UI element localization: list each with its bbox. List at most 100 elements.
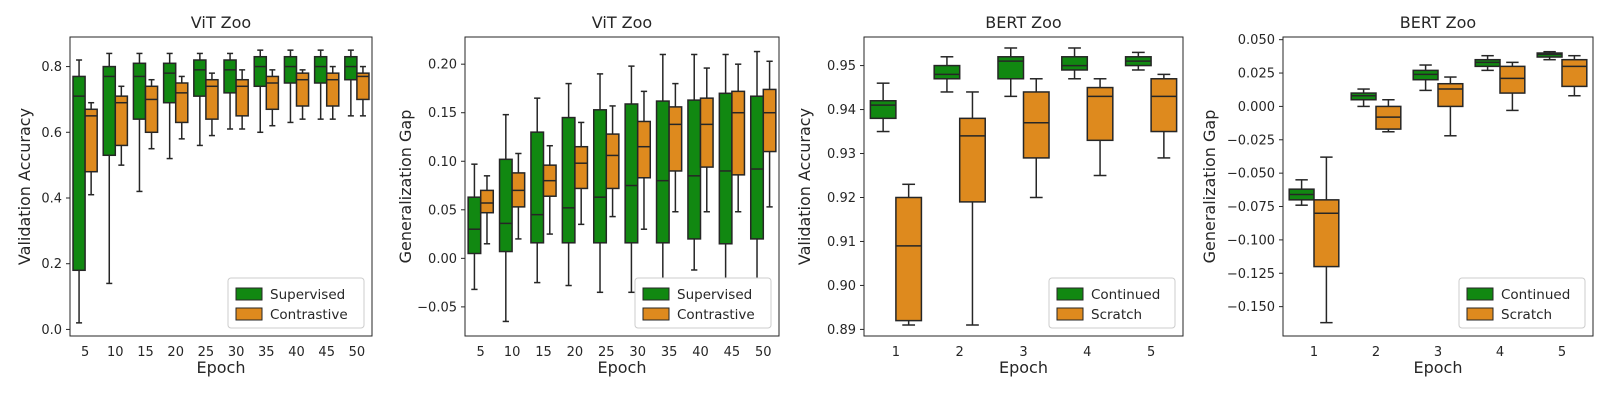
- x-tick-label: 45: [724, 345, 741, 360]
- box-contrastive-40: [699, 67, 714, 213]
- box-continued-2: [1350, 88, 1377, 108]
- box-iqr: [313, 55, 328, 84]
- box-supervised-40: [687, 53, 702, 271]
- panel-3: BERT Zoo 0.89 0.90 0.91 0.92 0.93 0.94 0.95 1 2 3 4…: [795, 13, 1184, 377]
- y-tick-label: 0.00: [428, 252, 457, 267]
- box-contrastive-50: [762, 60, 777, 208]
- box-contrastive-15: [542, 144, 557, 235]
- box-scratch-4: [1499, 61, 1526, 112]
- y-tick-label: 0.05: [428, 203, 457, 218]
- box-contrastive-25: [205, 72, 219, 137]
- panel-title: BERT Zoo: [1400, 13, 1476, 32]
- legend-swatch-continued: [1056, 287, 1084, 301]
- box-supervised-20: [162, 52, 177, 160]
- box-iqr: [84, 108, 98, 173]
- box-supervised-50: [344, 49, 358, 117]
- legend-swatch-scratch: [1466, 307, 1494, 321]
- box-iqr: [592, 109, 608, 244]
- x-tick-label: 35: [661, 345, 678, 360]
- box-contrastive-10: [511, 152, 526, 240]
- legend-label-supervised: Supervised: [270, 287, 345, 303]
- box-iqr: [193, 59, 207, 97]
- box-continued-5: [1536, 50, 1563, 61]
- box-iqr: [530, 131, 545, 244]
- box-supervised-50: [749, 50, 765, 289]
- panel-title: ViT Zoo: [191, 13, 251, 32]
- x-tick-label: 1: [892, 345, 900, 360]
- box-supervised-15: [530, 97, 545, 284]
- box-supervised-30: [223, 52, 237, 130]
- box-iqr: [1437, 82, 1464, 108]
- box-scratch-3: [1437, 76, 1464, 137]
- box-iqr: [1561, 58, 1588, 88]
- box-iqr: [958, 117, 986, 203]
- x-tick-label: 40: [692, 345, 709, 360]
- legend-label-contrastive: Contrastive: [677, 307, 755, 323]
- box-iqr: [749, 95, 765, 240]
- y-tick-label: 0.4: [41, 192, 62, 207]
- y-tick-label: −0.100: [1227, 233, 1275, 248]
- box-iqr: [102, 65, 117, 157]
- legend-label-scratch: Scratch: [1501, 307, 1552, 323]
- y-axis-label: Generalization Gap: [396, 110, 415, 264]
- box-iqr: [72, 75, 86, 272]
- x-tick-label: 2: [956, 345, 964, 360]
- box-iqr: [344, 55, 358, 81]
- legend-swatch-contrastive: [235, 307, 263, 321]
- x-tick-label: 15: [535, 345, 552, 360]
- y-tick-label: 0.050: [1238, 33, 1275, 48]
- box-continued-3: [1412, 64, 1439, 92]
- box-contrastive-35: [265, 69, 280, 127]
- plot-frame: [863, 36, 1184, 337]
- box-iqr: [114, 95, 129, 147]
- box-contrastive-5: [479, 175, 495, 245]
- y-tick-label: 0.15: [428, 106, 457, 121]
- legend: Continued Scratch: [1048, 277, 1176, 329]
- box-continued-3: [997, 47, 1025, 98]
- y-tick-label: 0.2: [41, 257, 62, 272]
- box-iqr: [574, 145, 589, 190]
- legend: Continued Scratch: [1458, 277, 1586, 329]
- box-iqr: [325, 72, 340, 107]
- y-tick-label: −0.050: [1227, 167, 1275, 182]
- x-tick-label: 2: [1372, 345, 1380, 360]
- legend-label-scratch: Scratch: [1091, 307, 1142, 323]
- y-tick-label: 0.95: [827, 59, 856, 74]
- box-iqr: [144, 85, 159, 134]
- box-scratch-5: [1150, 73, 1178, 159]
- box-scratch-2: [958, 91, 986, 326]
- box-supervised-30: [624, 65, 639, 294]
- box-supervised-25: [193, 52, 207, 147]
- box-iqr: [718, 92, 733, 245]
- x-tick-label: 4: [1496, 345, 1504, 360]
- box-contrastive-25: [605, 105, 620, 218]
- y-tick-label: −0.075: [1227, 200, 1275, 215]
- box-iqr: [174, 82, 189, 124]
- y-tick-label: 0.20: [428, 58, 457, 73]
- box-iqr: [1022, 91, 1050, 159]
- box-contrastive-45: [731, 63, 746, 213]
- box-continued-4: [1474, 54, 1501, 72]
- box-iqr: [162, 62, 177, 104]
- box-continued-4: [1061, 47, 1089, 80]
- x-tick-label: 5: [1147, 345, 1155, 360]
- y-tick-label: −0.150: [1227, 300, 1275, 315]
- panel-1: ViT Zoo 0.0 0.2 0.4 0.6 0.8 5 10 15 20 25 30 35 40 45 5…: [15, 13, 373, 377]
- box-iqr: [235, 78, 249, 117]
- box-iqr: [253, 55, 268, 88]
- box-scratch-4: [1086, 78, 1114, 177]
- box-iqr: [895, 196, 923, 322]
- y-axis-label: Generalization Gap: [1200, 110, 1219, 264]
- box-supervised-15: [132, 52, 147, 193]
- legend: Supervised Contrastive: [227, 277, 365, 329]
- legend-label-contrastive: Contrastive: [270, 307, 348, 323]
- x-tick-label: 50: [755, 345, 772, 360]
- box-contrastive-5: [84, 101, 98, 196]
- box-scratch-2: [1375, 98, 1402, 133]
- box-continued-1: [869, 82, 897, 133]
- box-iqr: [668, 106, 683, 172]
- x-tick-label: 20: [167, 345, 184, 360]
- legend-label-supervised: Supervised: [677, 287, 752, 303]
- y-axis-label: Validation Accuracy: [795, 108, 814, 265]
- box-iqr: [636, 120, 652, 179]
